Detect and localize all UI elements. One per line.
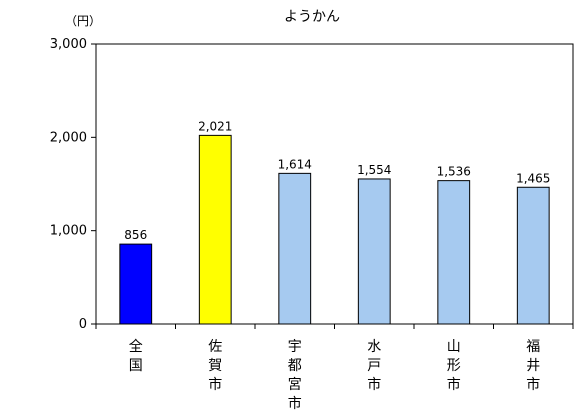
data-labels: 856 2,021 1,614 1,554 1,536 1,465: [124, 119, 550, 242]
y-axis-unit-label: （円）: [65, 14, 101, 28]
category-label: 佐賀市: [208, 339, 222, 393]
x-axis: [95, 324, 574, 329]
category-label: 福井市: [526, 339, 540, 393]
category-labels: 全国 佐賀市 宇都宮市 水戸市 山形市 福井市: [129, 338, 541, 412]
category-label: 宇都宮市: [288, 339, 302, 412]
category-label: 全国: [129, 338, 143, 374]
bar: [198, 134, 232, 325]
y-tick-label: 2,000: [50, 130, 87, 145]
data-label: 2,021: [198, 119, 232, 133]
y-tick-label: 0: [79, 317, 87, 332]
data-label: 1,554: [357, 163, 391, 177]
data-label: 1,614: [278, 157, 312, 171]
y-tick-label: 1,000: [50, 224, 87, 239]
bar: [119, 243, 153, 325]
bar: [357, 178, 391, 325]
bar: [437, 180, 471, 325]
data-label: 856: [124, 228, 147, 242]
y-tick-label: 3,000: [50, 37, 87, 52]
bar: [278, 172, 312, 325]
category-label: 山形市: [447, 339, 461, 393]
chart-title: ようかん: [284, 9, 340, 25]
category-label: 水戸市: [367, 339, 381, 393]
bars: [119, 134, 550, 325]
plot-area: [95, 43, 574, 325]
data-label: 1,536: [437, 165, 471, 179]
bar: [516, 186, 550, 325]
data-label: 1,465: [516, 171, 550, 185]
y-axis: 0 1,000 2,000 3,000: [50, 37, 96, 332]
